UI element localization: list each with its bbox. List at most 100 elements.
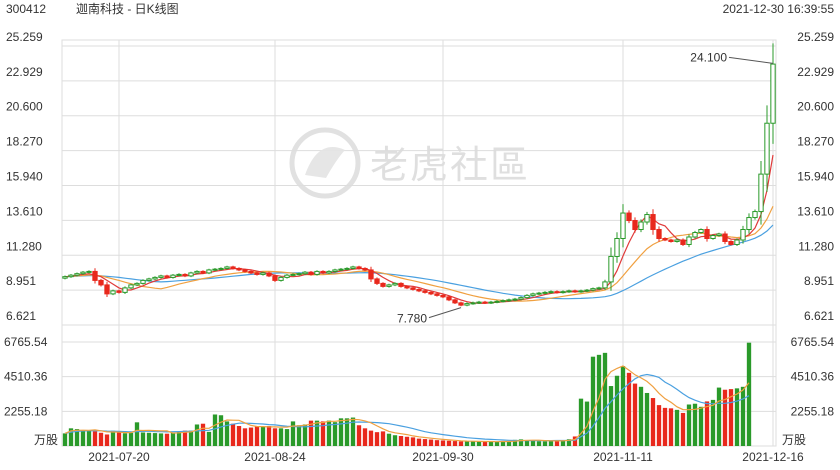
volume-bar-down <box>398 436 404 446</box>
candle-down <box>200 270 206 274</box>
volume-bar-up <box>212 414 218 446</box>
volume-bar-down <box>362 428 368 446</box>
candle-up <box>770 63 776 124</box>
volume-bar-up <box>698 406 704 446</box>
candle-down <box>398 282 404 287</box>
watermark-tiger-icon <box>305 147 345 178</box>
volume-bar-down <box>704 401 710 446</box>
candle-up <box>566 290 572 293</box>
candle-up <box>296 273 302 276</box>
volume-bar-down <box>416 438 422 446</box>
stock-code: 300412 <box>6 2 46 16</box>
candle-up <box>392 282 398 286</box>
volume-bar-up <box>338 418 344 446</box>
candle-up <box>638 221 644 231</box>
volume-bar-down <box>236 426 242 446</box>
volume-bar-up <box>734 388 740 446</box>
volume-bar-down <box>440 440 446 446</box>
volume-bar-down <box>422 439 428 446</box>
candle-down <box>728 240 734 245</box>
volume-bar-up <box>386 433 392 446</box>
candle-down <box>308 271 314 275</box>
volume-bar-up <box>158 433 164 446</box>
header: 300412 迦南科技 - 日K线图 2021-12-30 16:39:55 <box>6 1 834 16</box>
candle-up <box>350 266 356 269</box>
candle-up <box>596 287 602 290</box>
candle-down <box>704 229 710 239</box>
candle-up <box>128 284 134 289</box>
candle-up <box>602 281 608 289</box>
price-tick-right: 13.610 <box>797 204 834 218</box>
candle-down <box>626 212 632 222</box>
price-tick-right: 15.940 <box>797 170 834 184</box>
volume-bar-up <box>638 386 644 446</box>
candle-down <box>320 270 326 274</box>
volume-bar-down <box>182 430 188 446</box>
volume-bar-up <box>530 440 536 446</box>
volume-bar-up <box>494 441 500 446</box>
volume-bar-up <box>128 432 134 446</box>
volume-bar-up <box>194 424 200 446</box>
price-tick-left: 6.621 <box>6 309 36 323</box>
candle-up <box>542 291 548 294</box>
candle-down <box>356 266 362 269</box>
candle-down <box>404 285 410 289</box>
volume-bar-down <box>650 398 656 446</box>
candle-up <box>698 229 704 234</box>
price-tick-left: 25.259 <box>6 30 43 44</box>
price-tick-left: 13.610 <box>6 204 43 218</box>
volume-bar-down <box>410 437 416 446</box>
volume-bar-up <box>224 421 230 446</box>
volume-bar-down <box>248 427 254 446</box>
candle-up <box>530 293 536 296</box>
watermark-text: 老虎社區 <box>370 143 530 187</box>
candle-up <box>224 266 230 269</box>
candle-down <box>662 237 668 241</box>
volume-bar-up <box>152 433 158 446</box>
volume-bar-down <box>446 440 452 446</box>
candle-up <box>752 211 758 219</box>
volume-bar-up <box>218 415 224 446</box>
candle-up <box>218 267 224 270</box>
candle-up <box>74 273 80 276</box>
volume-bar-up <box>110 430 116 446</box>
candle-down <box>254 272 260 275</box>
volume-bar-down <box>728 389 734 446</box>
candle-down <box>650 214 656 231</box>
candle-down <box>248 270 254 274</box>
volume-bar-down <box>164 433 170 446</box>
price-tick-right: 8.951 <box>804 274 834 288</box>
volume-bar-up <box>326 420 332 446</box>
low-pointer-line <box>428 307 462 319</box>
volume-bar-up <box>122 433 128 446</box>
volume-bar-down <box>320 421 326 446</box>
chart-title: 迦南科技 - 日K线图 <box>76 1 179 16</box>
volume-bar-down <box>230 423 236 446</box>
candle-down <box>434 293 440 296</box>
candle-up <box>344 267 350 270</box>
candle-up <box>68 274 74 278</box>
volume-bar-up <box>134 422 140 446</box>
candle-up <box>386 284 392 287</box>
volume-bar-up <box>146 432 152 446</box>
volume-bar-up <box>302 424 308 446</box>
volume-bar-up <box>344 418 350 446</box>
volume-bar-up <box>740 386 746 446</box>
candle-up <box>608 255 614 283</box>
candle-up <box>284 274 290 278</box>
candle-down <box>482 301 488 304</box>
candle-down <box>104 284 110 295</box>
annotations: 24.100 7.780 <box>397 50 774 326</box>
candle-down <box>266 272 272 277</box>
price-tick-right: 25.259 <box>797 30 834 44</box>
candle-up <box>524 294 530 299</box>
candle-down <box>680 239 686 245</box>
volume-bars <box>62 342 752 446</box>
candle-up <box>716 233 722 236</box>
candle-up <box>710 234 716 239</box>
candle-down <box>92 270 98 281</box>
volume-bar-up <box>686 404 692 446</box>
volume-bar-up <box>86 430 92 446</box>
candle-down <box>572 290 578 293</box>
